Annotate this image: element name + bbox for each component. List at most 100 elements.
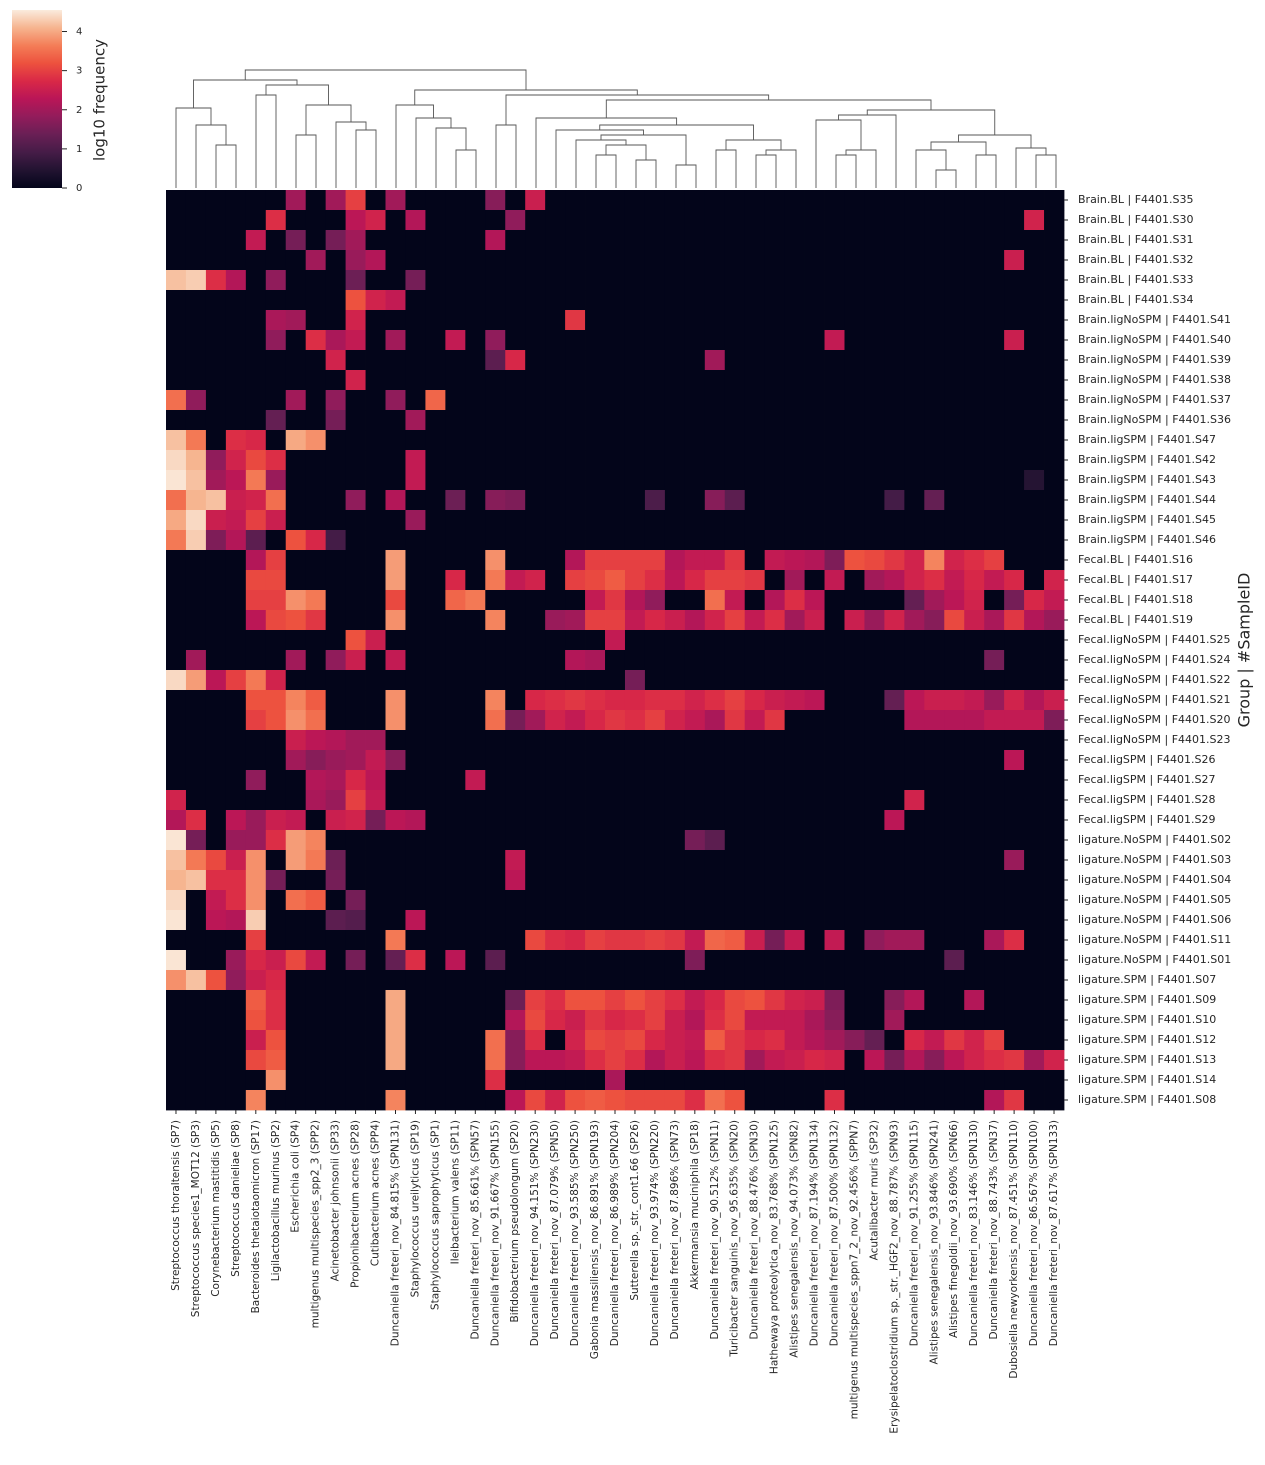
heatmap-cell [664, 810, 686, 831]
heatmap-cell [585, 1070, 606, 1091]
heatmap-cell [664, 510, 686, 531]
heatmap-cell [245, 610, 267, 631]
heatmap-cell [245, 370, 267, 391]
heatmap-cell [984, 950, 1005, 971]
heatmap-cell [545, 290, 566, 311]
heatmap-cell [465, 1030, 486, 1051]
heatmap-cell [325, 410, 346, 431]
heatmap-cell [1044, 1030, 1065, 1051]
heatmap-cell [624, 570, 646, 591]
heatmap-cell [285, 850, 307, 871]
heatmap-cell [744, 210, 766, 231]
heatmap-cell [465, 230, 486, 251]
heatmap-cell [764, 350, 786, 371]
heatmap-cell [425, 590, 446, 611]
row-label: ligature.NoSPM | F4401.S04 [1078, 873, 1231, 886]
heatmap-cell [345, 370, 366, 391]
heatmap-cell [624, 930, 646, 951]
heatmap-cell [285, 630, 307, 651]
heatmap-cell [166, 470, 187, 491]
heatmap-cell [505, 970, 526, 991]
heatmap-cell [305, 910, 327, 931]
heatmap-cell [724, 730, 746, 751]
heatmap-cell [225, 670, 247, 691]
heatmap-cell [964, 810, 985, 831]
heatmap-cell [265, 450, 287, 471]
heatmap-cell [784, 390, 805, 411]
heatmap-cell [764, 550, 786, 571]
heatmap-cell [884, 450, 905, 471]
heatmap-cell [505, 490, 526, 511]
heatmap-cell [585, 290, 606, 311]
heatmap-cell [485, 670, 506, 691]
heatmap-cell [764, 910, 786, 931]
heatmap-cell [704, 730, 726, 751]
heatmap-cell [205, 930, 227, 951]
heatmap-cell [624, 770, 646, 791]
heatmap-cell [804, 1030, 825, 1051]
heatmap-cell [605, 770, 626, 791]
heatmap-cell [385, 790, 406, 811]
heatmap-cell [784, 290, 805, 311]
heatmap-cell [1024, 310, 1045, 331]
heatmap-cell [944, 690, 965, 711]
heatmap-cell [285, 290, 307, 311]
heatmap-cell [804, 190, 825, 211]
heatmap-cell [305, 390, 327, 411]
heatmap-cell [345, 670, 366, 691]
row-label: Fecal.BL | F4401.S18 [1078, 593, 1193, 606]
heatmap-cell [804, 550, 825, 571]
row-label: ligature.NoSPM | F4401.S01 [1078, 953, 1231, 966]
heatmap-cell [964, 650, 985, 671]
heatmap-cell [664, 590, 686, 611]
heatmap-cell [345, 350, 366, 371]
heatmap-cell [265, 250, 287, 271]
row-label: Brain.ligNoSPM | F4401.S39 [1078, 353, 1231, 366]
heatmap-cell [904, 610, 925, 631]
row-label: Brain.BL | F4401.S32 [1078, 253, 1194, 266]
heatmap-cell [385, 710, 406, 731]
heatmap-cell [605, 1030, 626, 1051]
heatmap-cell [1044, 990, 1065, 1011]
heatmap-cell [325, 1010, 346, 1031]
heatmap-cell [345, 590, 366, 611]
heatmap-cell [505, 310, 526, 331]
heatmap-cell [405, 370, 426, 391]
heatmap-cell [585, 650, 606, 671]
heatmap-cell [784, 630, 805, 651]
heatmap-cell [185, 1030, 207, 1051]
column-label: Duncaniella freteri_nov_87.500% (SPN132) [829, 1120, 841, 1346]
heatmap-cell [704, 210, 726, 231]
heatmap-cell [1004, 990, 1025, 1011]
heatmap-cell [944, 350, 965, 371]
heatmap-cell [385, 410, 406, 431]
heatmap-cell [485, 1030, 506, 1051]
heatmap-cell [485, 330, 506, 351]
heatmap-cell [605, 310, 626, 331]
heatmap-cell [644, 310, 666, 331]
heatmap-cell [345, 790, 366, 811]
heatmap-cell [864, 350, 885, 371]
heatmap-cell [305, 790, 327, 811]
heatmap-cell [724, 750, 746, 771]
heatmap-cell [704, 1030, 726, 1051]
heatmap-cell [605, 1050, 626, 1071]
heatmap-cell [864, 430, 885, 451]
heatmap-cell [944, 950, 965, 971]
heatmap-cell [285, 990, 307, 1011]
heatmap-cell [1024, 830, 1045, 851]
heatmap-cell [425, 990, 446, 1011]
heatmap-cell [664, 830, 686, 851]
heatmap-cell [305, 410, 327, 431]
heatmap-cell [445, 630, 466, 651]
heatmap-cell [704, 630, 726, 651]
heatmap-cell [305, 190, 327, 211]
heatmap-cell [944, 810, 965, 831]
heatmap-cell [684, 670, 706, 691]
heatmap-cell [664, 1010, 686, 1031]
heatmap-cell [325, 990, 346, 1011]
heatmap-cell [185, 770, 207, 791]
heatmap-cell [724, 290, 746, 311]
heatmap-cell [166, 670, 187, 691]
heatmap-cell [205, 610, 227, 631]
